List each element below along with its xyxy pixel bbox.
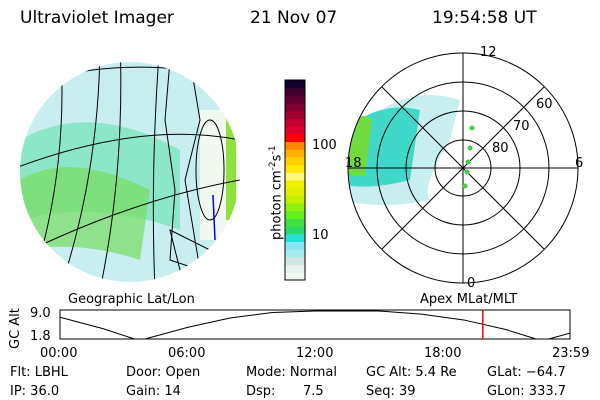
colorbar-swatch [285,264,305,273]
colorbar-swatch [285,233,305,243]
instrument-title: Ultraviolet Imager [20,8,174,28]
polar-label-18: 18 [345,156,362,171]
colorbar-label: photon cm-2s-1 [268,145,285,240]
altitude-curve [59,310,571,340]
colorbar-tick-10: 10 [312,228,329,243]
xtick-0000: 00:00 [40,346,78,361]
dsp-info: Dsp: [246,384,276,399]
apex-label: Apex MLat/MLT [420,292,518,307]
xtick-2359: 23:59 [552,346,590,361]
colorbar-swatch [285,80,305,89]
colorbar-swatch [285,187,305,196]
glat-info: GLat: −64.7 [487,365,566,380]
polar-label-6: 6 [575,156,584,171]
time-label: 19:54:58 UT [432,8,537,28]
polar-ring-80: 80 [492,141,509,156]
xtick-1200: 12:00 [296,346,334,361]
geographic-image [20,62,240,282]
polar-label-0: 0 [467,276,476,291]
colorbar-swatch [285,164,305,173]
colorbar-swatch [285,149,305,158]
colorbar-swatch [285,218,305,227]
polar-ring-60: 60 [536,97,553,112]
colorbar-swatch [285,180,305,189]
colorbar-swatch [285,249,305,258]
colorbar-swatch [285,110,305,119]
mode-info: Mode: Normal [246,365,337,380]
colorbar-swatch [285,95,305,104]
xtick-1800: 18:00 [424,346,462,361]
ytick-9: 9.0 [30,306,51,321]
altitude-plot-frame [59,309,571,340]
colorbar [285,80,305,281]
gc-alt-info: GC Alt: 5.4 Re [366,365,457,380]
ip-info: IP: 36.0 [10,384,60,399]
glon-info: GLon: 333.7 [487,384,567,399]
ytick-1-8: 1.8 [30,329,51,344]
colorbar-swatch [285,103,305,112]
colorbar-swatch [285,203,305,212]
altitude-ylabel: GC Alt [8,308,23,349]
colorbar-swatch [285,141,305,150]
colorbar-swatch [285,118,305,127]
seq-info: Seq: 39 [366,384,416,399]
colorbar-swatch [285,272,305,281]
colorbar-swatch [285,226,305,235]
colorbar-swatch [285,156,305,166]
filter-info: Flt: LBHL [10,365,68,380]
date-label: 21 Nov 07 [250,8,338,28]
colorbar-swatch [285,241,305,250]
polar-plot [347,52,579,284]
colorbar-swatch [285,133,305,143]
xtick-0600: 06:00 [168,346,206,361]
colorbar-swatch [285,172,305,181]
geographic-label: Geographic Lat/Lon [68,292,195,307]
colorbar-swatch [285,210,305,219]
dsp-value: 7.5 [303,384,324,399]
colorbar-swatch [285,126,305,135]
door-info: Door: Open [126,365,201,380]
colorbar-swatch [285,256,305,266]
colorbar-tick-100: 100 [312,138,337,153]
gain-info: Gain: 14 [126,384,181,399]
colorbar-swatch [285,87,305,96]
polar-label-12: 12 [480,45,497,60]
colorbar-swatch [285,195,305,204]
polar-ring-70: 70 [513,119,530,134]
